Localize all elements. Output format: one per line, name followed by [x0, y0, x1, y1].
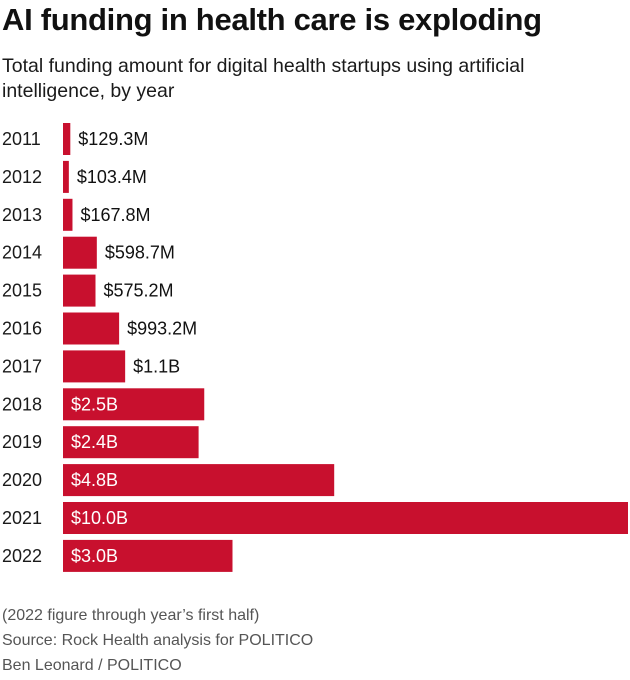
chart-subtitle: Total funding amount for digital health …: [2, 55, 525, 102]
footnote: (2022 figure through year’s first half): [2, 607, 260, 624]
value-label: $4.8B: [71, 470, 118, 490]
chart-title: AI funding in health care is exploding: [2, 2, 542, 37]
bar-2013: [63, 198, 73, 231]
value-label: $167.8M: [80, 205, 150, 225]
year-label: 2014: [2, 243, 42, 263]
source-note: Source: Rock Health analysis for POLITIC…: [2, 632, 314, 649]
bar-2014: [63, 236, 97, 269]
bar-2011: [63, 123, 71, 155]
bar-2012: [63, 160, 69, 193]
credit-line: Ben Leonard / POLITICO: [2, 657, 182, 674]
bar-2020: [63, 464, 335, 497]
bar-2015: [63, 274, 96, 307]
year-label: 2011: [2, 129, 41, 149]
bar-2021: [63, 502, 628, 534]
chart-footer: (2022 figure through year’s first half) …: [2, 603, 313, 678]
value-label: $129.3M: [78, 129, 148, 149]
bar-2022: [63, 539, 233, 572]
value-label: $10.0B: [71, 508, 128, 528]
value-label: $2.4B: [71, 432, 118, 452]
value-label: $993.2M: [127, 319, 197, 339]
value-label: $575.2M: [103, 281, 173, 301]
value-label: $3.0B: [71, 546, 118, 566]
bar-2019: [63, 426, 199, 459]
value-label: $103.4M: [77, 167, 147, 187]
value-label: $1.1B: [133, 356, 180, 376]
year-label: 2012: [2, 167, 42, 187]
year-label: 2020: [2, 470, 42, 490]
value-label: $2.5B: [71, 394, 118, 414]
bar-chart: 2011 $129.3M 2012 $103.4M 2013 $167.8M 2014 $59…: [2, 123, 628, 572]
year-label: 2016: [2, 319, 42, 339]
bar-2017: [63, 350, 126, 383]
year-label: 2019: [2, 432, 42, 452]
year-label: 2018: [2, 394, 42, 414]
year-label: 2017: [2, 356, 42, 376]
year-label: 2015: [2, 281, 42, 301]
year-label: 2013: [2, 205, 42, 225]
year-label: 2022: [2, 546, 42, 566]
value-label: $598.7M: [105, 243, 175, 263]
bar-2018: [63, 388, 205, 421]
bar-2016: [63, 312, 120, 345]
year-label: 2021: [2, 508, 42, 528]
